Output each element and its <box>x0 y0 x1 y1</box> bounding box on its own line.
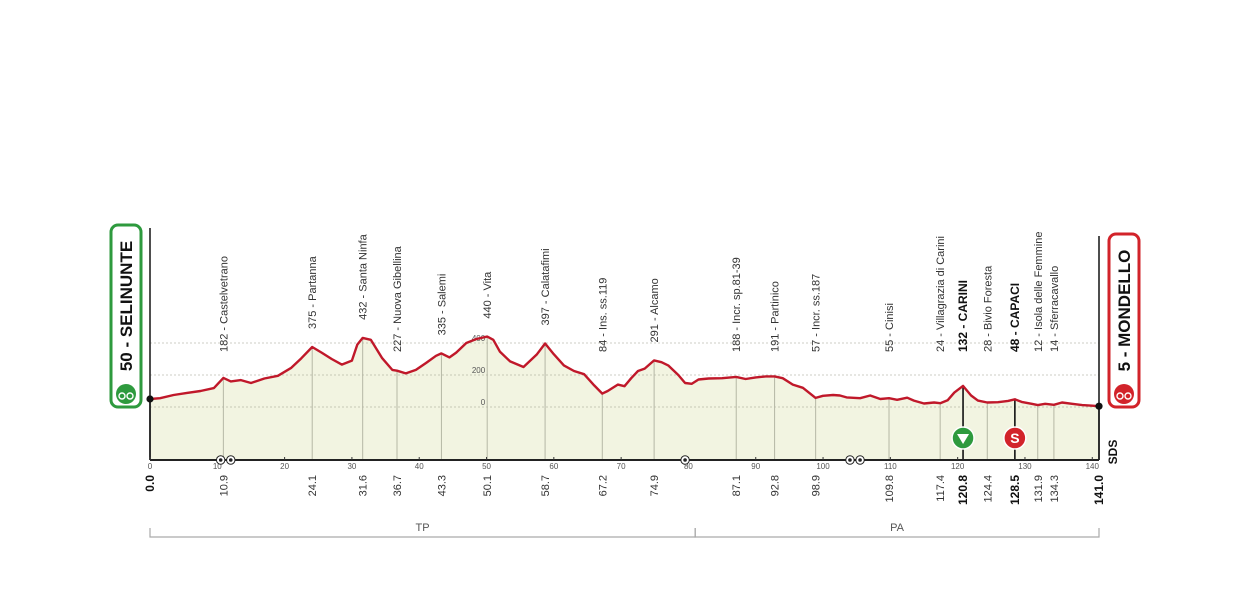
km-label: 87.1 <box>731 475 743 496</box>
finish-bike-wheel <box>1116 392 1124 400</box>
place-label: 48 - CAPACI <box>1008 283 1022 352</box>
x-tick-label: 20 <box>280 462 289 471</box>
x-tick-label: 90 <box>751 462 760 471</box>
place-label: 28 - Bivio Foresta <box>982 265 994 352</box>
start-badge <box>109 223 143 409</box>
x-tick-label: 120 <box>951 462 965 471</box>
x-tick-label: 110 <box>884 462 897 471</box>
km-label: 10.9 <box>218 475 230 496</box>
x-tick-label: 40 <box>415 462 424 471</box>
x-tick-label: 10 <box>213 462 222 471</box>
place-label: 188 - Incr. sp.81-39 <box>731 257 743 352</box>
start-bike-wheel <box>118 392 126 400</box>
sprint-marker-icon <box>1003 426 1027 450</box>
km-label: 120.8 <box>956 475 970 505</box>
place-label: 132 - CARINI <box>956 280 970 352</box>
place-label: 440 - Vita <box>482 271 494 319</box>
place-label: 432 - Santa Ninfa <box>358 233 370 319</box>
place-label: 335 - Salemi <box>436 274 448 336</box>
km-label: 128.5 <box>1008 475 1022 505</box>
km-label: 24.1 <box>307 475 319 496</box>
province-label: PA <box>890 522 905 534</box>
x-tick-label: 130 <box>1018 462 1032 471</box>
km-label: 92.8 <box>770 475 782 496</box>
place-label: 397 - Calatafimi <box>540 248 552 325</box>
place-label: 24 - Villagrazia di Carini <box>935 236 947 352</box>
sds-logo: SDS <box>1106 440 1120 465</box>
finish-badge <box>1107 232 1141 409</box>
place-label: 12 - Isola delle Femmine <box>1033 232 1045 352</box>
km-label: 31.6 <box>358 475 370 496</box>
place-label: 291 - Alcamo <box>649 278 661 342</box>
finish-label: 5 - MONDELLO <box>1115 250 1134 372</box>
y-tick-label: 0 <box>481 398 486 407</box>
x-tick-label: 70 <box>617 462 626 471</box>
km-label: 109.8 <box>884 475 896 503</box>
tunnel-icon-core <box>858 458 862 462</box>
km-label: 58.7 <box>540 475 552 496</box>
profile-line <box>149 335 1100 408</box>
start-bike-wheel <box>126 392 134 400</box>
km-label: 124.4 <box>982 475 994 503</box>
rail-icon-core <box>218 458 223 462</box>
km-label: 117.4 <box>935 475 947 502</box>
x-tick-label: 50 <box>482 462 491 471</box>
place-label: 55 - Cinisi <box>884 303 896 352</box>
x-tick-label: 0 <box>148 462 153 471</box>
km-label: 134.3 <box>1049 475 1061 503</box>
start-label: 50 - SELINUNTE <box>117 241 136 371</box>
place-label: 227 - Nuova Gibellina <box>392 245 404 352</box>
km-label: 131.9 <box>1033 475 1045 503</box>
place-label: 57 - Incr. ss.187 <box>811 274 823 352</box>
rail-icon-core <box>228 458 233 462</box>
province-bracket <box>694 528 1100 538</box>
km-label: 36.7 <box>392 475 404 496</box>
km-label: 74.9 <box>649 475 661 496</box>
place-label: 182 - Castelvetrano <box>218 256 230 352</box>
place-label: 191 - Partinico <box>770 281 782 352</box>
x-tick-label: 140 <box>1086 462 1100 471</box>
place-label: 84 - Ins. ss.119 <box>597 278 609 352</box>
finish-bike-wheel <box>1124 392 1132 400</box>
x-tick-label: 60 <box>549 462 558 471</box>
rail-icon-core <box>848 458 852 462</box>
km-label: 67.2 <box>597 475 609 496</box>
km-label: 141.0 <box>1092 475 1106 505</box>
down-arrow-icon <box>957 434 970 444</box>
tunnel-icon-core <box>683 458 687 462</box>
y-tick-label: 200 <box>472 366 486 375</box>
x-tick-label: 30 <box>347 462 356 471</box>
profile-area <box>150 336 1099 460</box>
province-label: TP <box>416 522 430 534</box>
km-label: 98.9 <box>811 475 823 496</box>
sprint-s-icon: S <box>1010 430 1019 446</box>
km-label: 50.1 <box>482 475 494 496</box>
x-tick-label: 100 <box>816 462 830 471</box>
km-label: 43.3 <box>436 475 448 496</box>
km-label: 0.0 <box>143 475 157 492</box>
finish-dot <box>1095 402 1103 410</box>
place-label: 14 - Sferracavallo <box>1049 266 1061 352</box>
x-tick-label: 80 <box>684 462 693 471</box>
place-label: 375 - Partanna <box>307 255 319 329</box>
start-dot <box>146 395 154 403</box>
